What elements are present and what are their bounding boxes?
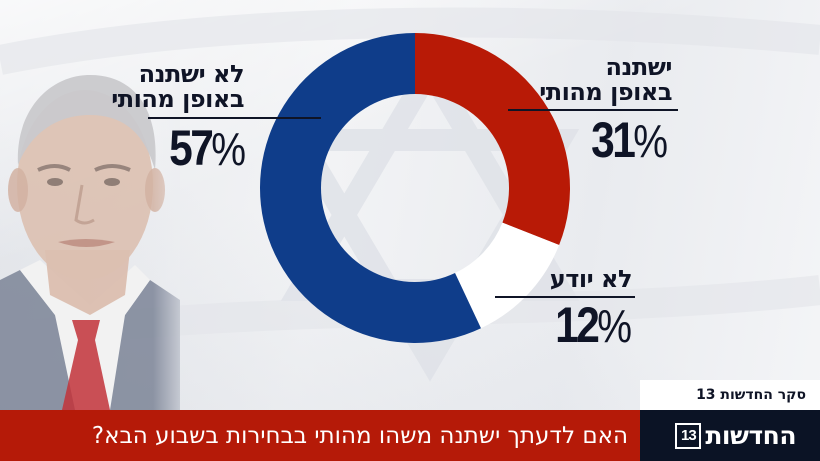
politician-portrait (0, 70, 180, 410)
value-dont-know: 12% (555, 297, 633, 353)
channel-13-logo-icon: 13 (675, 422, 702, 449)
percent-sign: % (597, 300, 633, 352)
survey-source-tab: סקר החדשות 13 (640, 380, 820, 410)
percent-sign: % (211, 123, 247, 175)
donut-slice-dont-know (455, 222, 560, 329)
label-wont-change-line1: לא ישתנה (138, 60, 245, 88)
value-wont-change-number: 57 (169, 120, 215, 176)
value-dont-know-number: 12 (555, 297, 601, 353)
label-will-change-line2: באופן מהותי (539, 78, 672, 106)
donut-slice-wont-change (259, 33, 481, 344)
leader-line-wont-change (148, 117, 321, 119)
label-will-change-line1: ישתנה (605, 53, 672, 81)
leader-line-will-change (508, 109, 678, 111)
question-text: האם לדעתך ישתנה משהו מהותי בבחירות בשבוע… (91, 422, 628, 449)
donut-slice-will-change (415, 33, 570, 246)
brand-name: החדשות (705, 421, 796, 450)
label-wont-change-line2: באופן מהותי (111, 85, 244, 113)
channel-brand: החדשות 13 (640, 410, 820, 461)
value-wont-change: 57% (169, 120, 247, 176)
label-dont-know: לא יודע (549, 265, 633, 293)
question-banner: האם לדעתך ישתנה משהו מהותי בבחירות בשבוע… (0, 410, 640, 461)
percent-sign: % (633, 115, 669, 167)
value-will-change-number: 31 (591, 112, 637, 168)
label-wont-change: לא ישתנה באופן מהותי (111, 62, 244, 112)
leader-line-dont-know (495, 296, 635, 298)
label-dont-know-line1: לא יודע (549, 265, 633, 293)
label-will-change: ישתנה באופן מהותי (539, 55, 672, 105)
value-will-change: 31% (591, 112, 669, 168)
